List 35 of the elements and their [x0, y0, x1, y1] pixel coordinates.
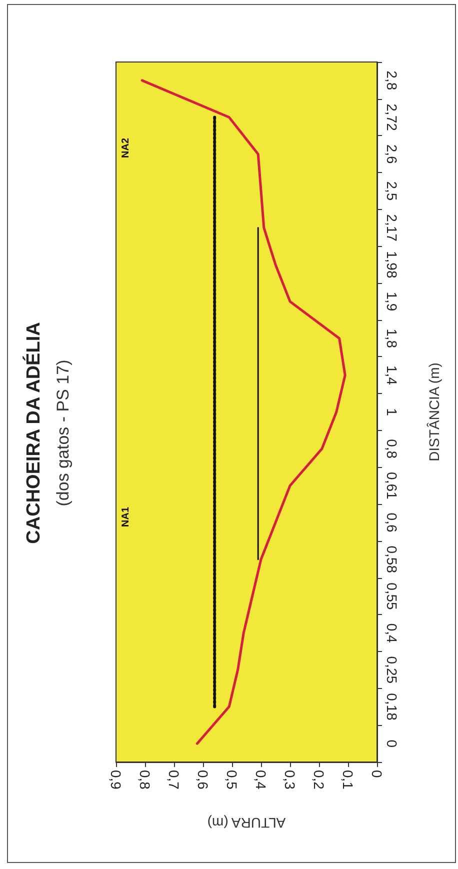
- annotation: NA1: [120, 506, 132, 528]
- x-tick-label: 0,1: [340, 770, 356, 790]
- x-tick-label: 0,5: [224, 770, 240, 790]
- annotation: NA2: [120, 138, 132, 158]
- y-tick-label: 0,58: [384, 546, 400, 574]
- x-tick-label: 0,8: [137, 770, 153, 790]
- x-tick-label: 0,7: [166, 770, 182, 790]
- y-tick-label: 2,72: [384, 104, 400, 132]
- y-tick-label: 0,61: [384, 472, 400, 500]
- text: CACHOEIRA DA ADÉLIA: [22, 322, 44, 544]
- y-tick-label: 1,98: [384, 251, 400, 278]
- y-tick-label: 2,8: [384, 70, 400, 90]
- y-tick-label: 1,8: [384, 328, 400, 348]
- y-tick-label: 0: [384, 740, 400, 748]
- y-tick-label: 0,25: [384, 656, 400, 684]
- y-tick-label: 1,4: [384, 365, 400, 386]
- x-tick-label: 0,2: [311, 770, 327, 790]
- y-tick-label: 2,17: [384, 214, 400, 242]
- y-tick-label: 2,6: [384, 144, 400, 164]
- y-tick-label: 0,6: [384, 512, 400, 532]
- x-tick-label: 0,6: [195, 770, 211, 790]
- x-tick-label: 0,9: [108, 770, 124, 790]
- y-tick-label: 0,4: [384, 623, 400, 643]
- text: (dos gatos - PS 17): [54, 360, 72, 506]
- y-tick-label: 0,18: [384, 693, 400, 721]
- x-axis-title: ALTURA (m): [207, 815, 286, 831]
- x-tick-label: 0,4: [253, 770, 269, 790]
- x-tick-label: 0,3: [282, 770, 298, 790]
- y-tick-label: 0,8: [384, 439, 400, 459]
- y-tick-label: 1,9: [384, 292, 400, 312]
- x-tick-label: 0: [369, 770, 385, 778]
- y-tick-label: 2,5: [384, 181, 400, 201]
- y-axis-title: DISTÂNCIA (m): [426, 362, 442, 462]
- y-tick-label: 0,55: [384, 582, 400, 610]
- y-tick-label: 1: [384, 408, 400, 416]
